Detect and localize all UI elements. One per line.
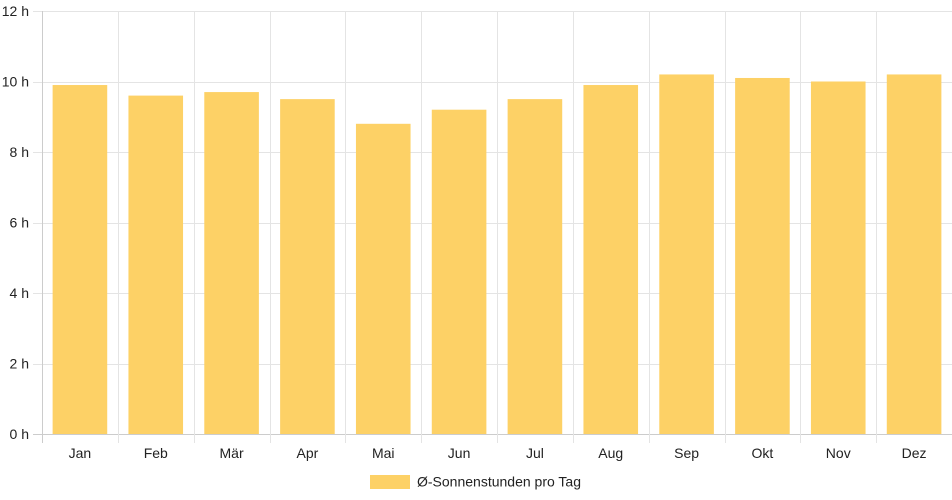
x-tick-label: Aug [598, 445, 623, 461]
legend-swatch [370, 475, 410, 489]
bar-apr[interactable] [280, 99, 335, 434]
y-tick-label: 0 h [10, 426, 29, 442]
x-tick-label: Jan [69, 445, 92, 461]
x-axis-ticks: Jan Feb Mär Apr Mai Jun Jul Aug Sep Okt Nov Dez [69, 445, 927, 461]
x-tick-label: Jun [448, 445, 471, 461]
x-tick-label: Apr [297, 445, 319, 461]
x-tick-label: Mai [372, 445, 395, 461]
y-tick-label: 6 h [10, 215, 29, 231]
x-tick-label: Okt [752, 445, 774, 461]
y-tick-label: 8 h [10, 144, 29, 160]
bar-jul[interactable] [507, 99, 563, 434]
bar-dez[interactable] [886, 74, 942, 434]
bar-mär[interactable] [204, 92, 259, 434]
bar-sep[interactable] [659, 74, 714, 434]
x-tick-label: Mär [220, 445, 244, 461]
x-tick-label: Dez [902, 445, 927, 461]
y-tick-label: 4 h [10, 285, 29, 301]
bar-jun[interactable] [431, 109, 487, 434]
y-tick-label: 2 h [10, 356, 29, 372]
x-tick-label: Sep [674, 445, 699, 461]
x-tick-label: Nov [826, 445, 851, 461]
legend-label: Ø-Sonnenstunden pro Tag [417, 474, 581, 490]
y-tick-label: 10 h [2, 74, 29, 90]
bars [52, 74, 942, 435]
y-tick-label: 12 h [2, 3, 29, 19]
bar-mai[interactable] [355, 123, 411, 435]
legend[interactable]: Ø-Sonnenstunden pro Tag [370, 474, 581, 490]
grid-lines [33, 11, 952, 443]
bar-nov[interactable] [810, 81, 866, 435]
x-tick-label: Jul [526, 445, 544, 461]
x-tick-label: Feb [144, 445, 168, 461]
y-axis-ticks: 0 h 2 h 4 h 6 h 8 h 10 h 12 h [2, 3, 29, 442]
bar-okt[interactable] [735, 77, 790, 434]
bar-jan[interactable] [52, 85, 108, 435]
bar-aug[interactable] [583, 85, 639, 435]
bar-feb[interactable] [128, 95, 184, 434]
